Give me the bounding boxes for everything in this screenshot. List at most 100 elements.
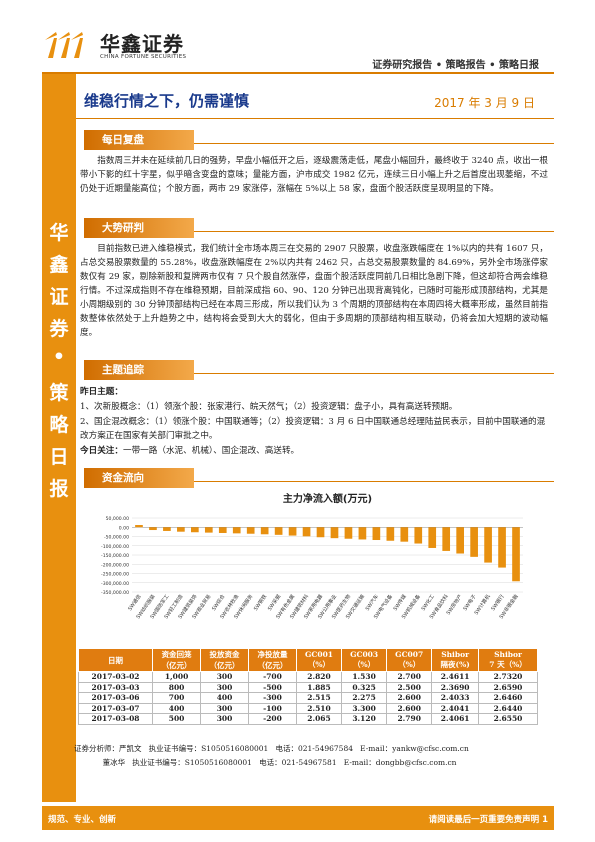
table-cell: 400 [152, 702, 202, 714]
table-cell: 2.3690 [431, 681, 480, 693]
table-cell: 800 [152, 681, 202, 693]
y-tick-label: -200,000.00 [101, 562, 129, 568]
bar [330, 527, 339, 539]
bar [149, 527, 157, 531]
table-row: 2017-03-03 800 300 -500 1.885 0.325 2.500 2.369… [77, 681, 538, 693]
bar [400, 527, 409, 542]
table-cell: 2.500 [386, 681, 433, 693]
bar [204, 527, 213, 533]
table-cell: 2.6590 [478, 681, 538, 693]
table-header-cell: 净投放量 （亿元） [248, 648, 297, 672]
table-header-cell: 资金回笼 （亿元） [152, 648, 202, 672]
theme-item-1: 1、次新股概念：（1）领涨个股：张家港行、皖天然气；（2）投资逻辑：盘子小，具有… [80, 402, 458, 412]
sidebar-char: 日 [49, 446, 69, 468]
bar [512, 527, 520, 582]
yesterday-label: 昨日主题： [80, 387, 123, 397]
table-cell: -500 [248, 681, 297, 693]
bar [498, 527, 506, 568]
footer-slogan: 规范、专业、创新 [48, 815, 117, 825]
table-cell: 2.275 [341, 692, 388, 704]
section-rule [194, 481, 554, 482]
y-tick-label: -250,000.00 [101, 572, 129, 578]
y-tick-label: -350,000.00 [101, 590, 129, 596]
table-cell: 2.700 [386, 671, 433, 683]
table-row: 2017-03-02 1,000 300 -700 2.820 1.530 2.700 2.4… [77, 671, 538, 683]
table-row: 2017-03-07 400 300 -100 2.510 3.300 2.600 2.404… [77, 702, 538, 714]
page-title: 维稳行情之下，仍需谨慎 [84, 92, 250, 110]
table-cell: 1,000 [152, 671, 202, 683]
contact-line-1: 证券分析师：严凯文 执业证书编号：S1050516080001 电话：021-5… [74, 744, 469, 753]
table-cell: 1.530 [341, 671, 388, 683]
table-cell: 2.4061 [431, 713, 480, 725]
table-cell: 2.820 [295, 671, 343, 683]
table-header-cell: 投放资金 （亿元） [200, 648, 249, 672]
sidebar-char: 鑫 [49, 254, 69, 276]
table-cell: 1.885 [295, 681, 343, 693]
table-cell: 300 [200, 681, 249, 693]
bar [260, 527, 269, 535]
footer: 规范、专业、创新 请阅读最后一页重要免责声明 1 [42, 808, 554, 830]
logo-mark-icon [45, 32, 83, 58]
bar [442, 527, 451, 551]
bar [386, 527, 395, 541]
table-cell: 2.4611 [431, 671, 480, 683]
table-header-row: 日期 资金回笼 （亿元） 投放资金 （亿元） 净投放量 （亿元） GC001 （%） GC003 （… [77, 648, 538, 672]
table-cell: 2.600 [386, 692, 433, 704]
table-header-cell: GC001 （%） [295, 648, 343, 672]
section-label: 每日复盘 [84, 130, 194, 150]
bar [456, 527, 465, 554]
table-row: 2017-03-08 500 300 -200 2.065 3.120 2.790 2.406… [77, 713, 538, 725]
table-cell: 2.6460 [478, 692, 538, 704]
table-body: 2017-03-02 1,000 300 -700 2.820 1.530 2.700 2.4… [77, 671, 538, 725]
table-cell: 2.4033 [431, 692, 480, 704]
sidebar-char: 华 [49, 222, 69, 244]
table-cell: 700 [152, 692, 202, 704]
table-cell: 2.6550 [478, 713, 538, 725]
table-cell: 2017-03-02 [77, 671, 154, 683]
section-label: 大势研判 [84, 218, 194, 238]
logo-text-cn: 华鑫证券 [100, 32, 184, 56]
table-cell: 2017-03-06 [77, 692, 154, 704]
table-cell: 3.120 [341, 713, 388, 725]
money-market-table: 日期 资金回笼 （亿元） 投放资金 （亿元） 净投放量 （亿元） GC001 （%） GC003 （… [77, 648, 538, 725]
table-cell: 2.4041 [431, 702, 480, 714]
bar [190, 527, 199, 533]
table-cell: 500 [152, 713, 202, 725]
logo-text-en: CHINA FORTUNE SECURITIES [100, 54, 187, 60]
footer-rule [42, 806, 554, 808]
table-cell: -200 [248, 713, 297, 725]
y-tick-label: -300,000.00 [101, 581, 129, 587]
table-cell: -300 [248, 692, 297, 704]
table-cell: 2.065 [295, 713, 343, 725]
table-cell: 2.600 [386, 702, 433, 714]
y-tick-label: 50,000.00 [106, 516, 129, 522]
net-inflow-chart: 主力净流入额(万元) 50,000.00 0.00 -50,000.00 -100,00… [101, 492, 523, 620]
bar [163, 527, 171, 531]
table-cell: 2.515 [295, 692, 343, 704]
title-rule [76, 118, 554, 119]
sidebar-char: 券 [49, 318, 69, 340]
table-header-cell: Shibor 7 天（%） [478, 648, 538, 672]
sidebar-char: • [52, 346, 66, 368]
table-cell: -100 [248, 702, 297, 714]
y-tick-label: -150,000.00 [101, 553, 129, 559]
table-cell: 300 [200, 702, 249, 714]
y-tick-label: -100,000.00 [101, 544, 129, 550]
table-row: 2017-03-06 700 400 -300 2.515 2.275 2.600 2.403… [77, 692, 538, 704]
section-header-tracking: 主题追踪 [76, 360, 554, 380]
table-cell: 3.300 [341, 702, 388, 714]
bar [470, 527, 478, 557]
review-paragraph: 指数周三并未在延续前几日的强势，早盘小幅低开之后，逐级震荡走低，尾盘小幅回升，最… [80, 156, 548, 194]
table-cell: -700 [248, 671, 297, 683]
company-logo: 华鑫证券 CHINA FORTUNE SECURITIES [44, 24, 194, 64]
bar [274, 527, 283, 535]
footer-disclaimer: 请阅读最后一页重要免责声明 1 [428, 815, 548, 825]
today-label: 今日关注： [80, 446, 123, 456]
y-tick-label: -50,000.00 [104, 535, 129, 541]
bar [358, 527, 367, 540]
table-cell: 300 [200, 713, 249, 725]
contact-line-2: 董冰华 执业证书编号：S1050516080001 电话：021-5496758… [74, 758, 457, 767]
bar [218, 527, 227, 533]
section-label: 主题追踪 [84, 360, 194, 380]
bar [177, 527, 185, 532]
